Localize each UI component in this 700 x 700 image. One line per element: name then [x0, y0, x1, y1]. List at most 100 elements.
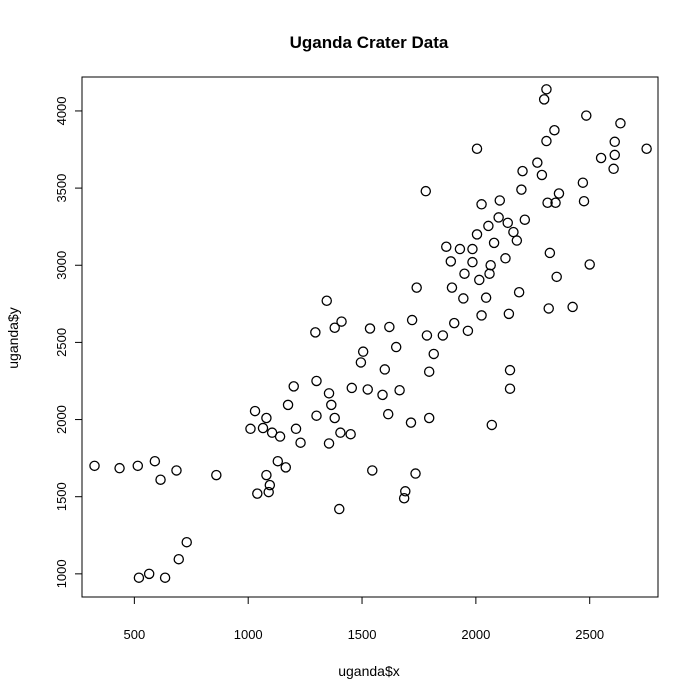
data-point [454, 243, 466, 255]
data-point [252, 488, 263, 499]
data-point [211, 469, 222, 481]
data-point [346, 382, 358, 394]
y-tick-label: 3000 [54, 251, 69, 280]
data-point [542, 197, 553, 209]
data-point [335, 427, 346, 438]
data-point [329, 322, 340, 333]
data-point [171, 465, 182, 476]
data-point [357, 346, 369, 357]
data-point [89, 460, 100, 472]
data-point [493, 212, 504, 223]
data-point [290, 423, 302, 435]
data-point [500, 253, 511, 264]
data-point [406, 314, 418, 326]
data-point [437, 330, 449, 341]
data-point [474, 274, 485, 286]
data-point [263, 486, 274, 498]
plot-frame [81, 76, 659, 598]
y-tick-label: 1000 [54, 559, 69, 588]
data-point [609, 149, 620, 161]
y-tick-label: 4000 [54, 96, 69, 125]
x-axis-label: uganda$x [338, 663, 400, 679]
data-point [334, 503, 345, 515]
data-point [467, 256, 478, 268]
data-point [551, 271, 562, 283]
data-point [549, 124, 560, 136]
data-point [311, 375, 322, 387]
data-point [503, 308, 515, 320]
data-point [405, 417, 417, 428]
y-axis-label: uganda$y [5, 307, 21, 369]
data-point [181, 536, 192, 548]
data-point [577, 177, 589, 188]
data-point [377, 389, 388, 401]
x-axis: 500 1000 1500 2000 2500 [124, 596, 604, 642]
data-point [326, 399, 337, 411]
data-point [578, 195, 590, 207]
y-tick-label: 2000 [54, 405, 69, 434]
data-point [448, 317, 460, 329]
data-point [173, 553, 185, 565]
data-point [274, 431, 286, 442]
data-point [159, 572, 171, 583]
data-point [471, 229, 483, 240]
data-point [362, 384, 373, 395]
data-point [114, 462, 125, 474]
data-point [321, 295, 332, 306]
data-point [459, 268, 470, 279]
data-point [336, 316, 347, 327]
data-point [398, 492, 410, 504]
data-point [355, 357, 367, 368]
data-point [261, 469, 272, 481]
data-point [446, 282, 458, 293]
data-point [272, 455, 284, 467]
data-points [89, 84, 652, 583]
data-point [641, 143, 652, 155]
data-point [280, 462, 292, 473]
x-tick-label: 1000 [234, 627, 263, 642]
data-point [483, 220, 494, 232]
data-point [484, 268, 495, 279]
y-tick-label: 2500 [54, 328, 69, 357]
data-point [519, 214, 531, 225]
data-point [420, 185, 432, 197]
data-point [295, 437, 306, 448]
data-point [423, 412, 435, 424]
data-point [428, 348, 439, 360]
data-point [595, 152, 607, 164]
x-tick-label: 1500 [348, 627, 377, 642]
data-point [323, 388, 335, 399]
data-point [410, 468, 421, 479]
data-point [394, 384, 405, 396]
data-point [584, 259, 595, 270]
data-point [609, 136, 620, 148]
data-point [608, 163, 619, 175]
data-point [458, 293, 469, 304]
data-point [462, 325, 474, 337]
x-tick-label: 2500 [575, 627, 604, 642]
data-point [541, 135, 552, 147]
x-tick-label: 2000 [461, 627, 490, 642]
data-point [511, 235, 523, 246]
data-point [532, 157, 543, 168]
data-point [504, 383, 516, 394]
data-point [476, 310, 487, 321]
data-point [581, 110, 592, 121]
data-point [421, 330, 433, 341]
data-point [390, 341, 402, 353]
y-axis: 1000 1500 2000 2500 3000 3500 4000 [54, 96, 83, 588]
data-point [155, 474, 166, 485]
data-point [504, 364, 516, 376]
data-point [538, 94, 550, 105]
data-point [516, 184, 527, 195]
data-point [310, 327, 321, 338]
data-point [494, 195, 506, 206]
data-point [133, 572, 145, 583]
data-point [282, 399, 294, 411]
data-point [264, 479, 276, 491]
data-point [550, 197, 561, 209]
data-point [400, 486, 411, 497]
data-point [257, 422, 269, 434]
data-point [445, 256, 457, 267]
